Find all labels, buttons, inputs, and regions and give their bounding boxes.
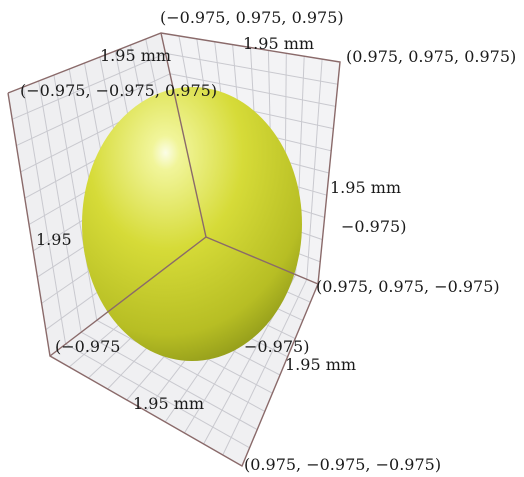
grid-line — [306, 59, 323, 280]
dimension-label-top-left: 1.95 mm — [100, 46, 171, 65]
dimension-label-bottom: 1.95 mm — [133, 394, 204, 413]
grid-line — [222, 279, 308, 456]
partial-label-bottom-mid: −0.975) — [244, 337, 309, 356]
corner-label-mid-right: (0.975, 0.975, −0.975) — [316, 277, 500, 296]
dimension-label-top-right: 1.95 mm — [243, 34, 314, 53]
dimension-label-left: 1.95 — [36, 230, 72, 249]
dimension-label-right: 1.95 mm — [330, 178, 401, 197]
partial-label-bottom-left: (−0.975 — [55, 337, 120, 356]
sphere — [82, 87, 302, 361]
dimension-label-bottom-right: 1.95 mm — [285, 355, 356, 374]
corner-label-top-back: (−0.975, 0.975, 0.975) — [160, 8, 344, 27]
corner-label-bottom: (0.975, −0.975, −0.975) — [244, 455, 441, 474]
partial-label-right: −0.975) — [341, 217, 406, 236]
corner-label-top-left: (−0.975, −0.975, 0.975) — [20, 81, 217, 100]
corner-label-top-right: (0.975, 0.975, 0.975) — [346, 47, 516, 66]
box-edges — [7, 32, 341, 468]
